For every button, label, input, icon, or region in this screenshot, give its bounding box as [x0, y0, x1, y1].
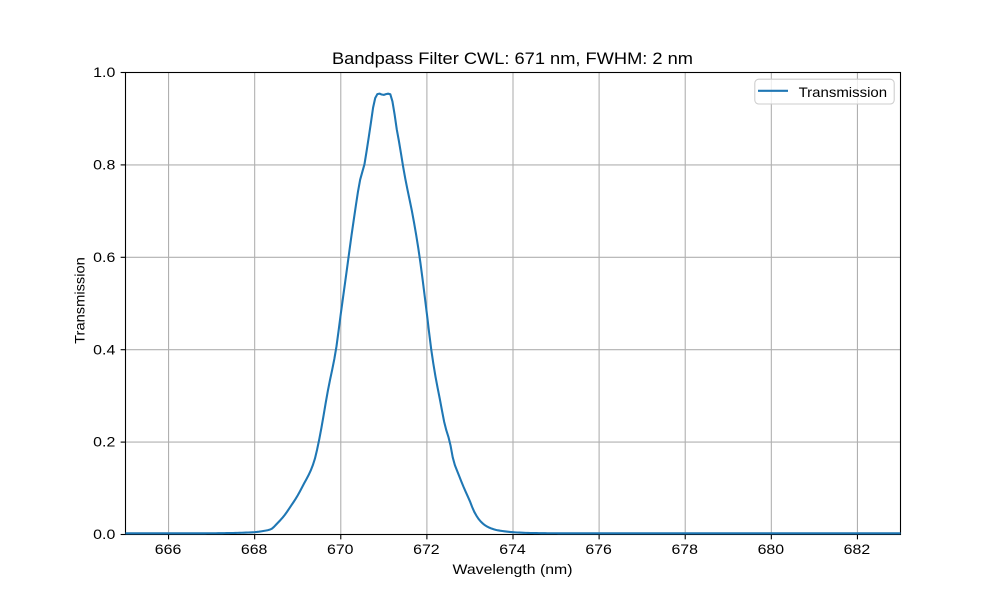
- svg-text:678: 678: [671, 541, 698, 557]
- svg-text:666: 666: [155, 541, 182, 557]
- svg-text:0.8: 0.8: [93, 157, 115, 173]
- svg-text:674: 674: [499, 541, 526, 557]
- svg-text:668: 668: [241, 541, 268, 557]
- svg-text:0.0: 0.0: [93, 526, 115, 542]
- svg-text:670: 670: [327, 541, 354, 557]
- svg-text:0.2: 0.2: [93, 434, 115, 450]
- svg-text:Wavelength (nm): Wavelength (nm): [453, 561, 573, 577]
- svg-text:Transmission: Transmission: [799, 84, 888, 100]
- svg-text:672: 672: [413, 541, 440, 557]
- svg-text:Transmission: Transmission: [71, 257, 87, 344]
- svg-text:676: 676: [585, 541, 612, 557]
- svg-text:0.4: 0.4: [93, 341, 115, 357]
- svg-text:1.0: 1.0: [93, 64, 115, 80]
- svg-text:Bandpass Filter CWL: 671 nm, F: Bandpass Filter CWL: 671 nm, FWHM: 2 nm: [332, 49, 693, 68]
- svg-text:680: 680: [758, 541, 785, 557]
- svg-text:682: 682: [844, 541, 871, 557]
- svg-text:0.6: 0.6: [93, 249, 115, 265]
